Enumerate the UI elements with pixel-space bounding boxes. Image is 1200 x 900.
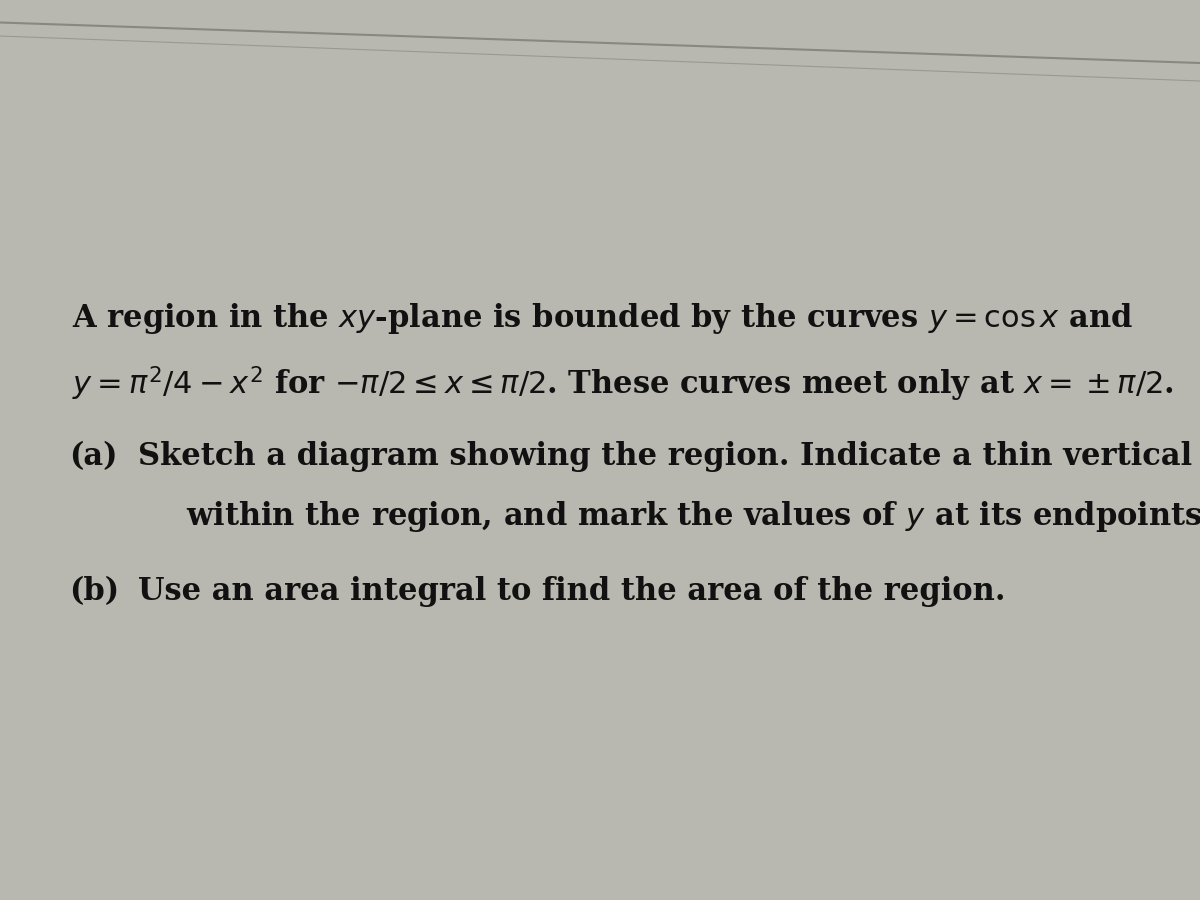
Text: within the region, and mark the values of $y$ at its endpoints.: within the region, and mark the values o… bbox=[186, 500, 1200, 535]
Text: $y = \pi^2/4 - x^2$ for $-\pi/2 \leq x \leq \pi/2$. These curves meet only at $x: $y = \pi^2/4 - x^2$ for $-\pi/2 \leq x \… bbox=[72, 364, 1174, 404]
Text: Use an area integral to find the area of the region.: Use an area integral to find the area of… bbox=[138, 576, 1006, 607]
Text: A region in the $xy$-plane is bounded by the curves $y = \cos x$ and: A region in the $xy$-plane is bounded by… bbox=[72, 302, 1133, 337]
Text: (a): (a) bbox=[70, 441, 118, 472]
Text: Sketch a diagram showing the region. Indicate a thin vertical strip: Sketch a diagram showing the region. Ind… bbox=[138, 441, 1200, 472]
Text: (b): (b) bbox=[70, 576, 120, 607]
